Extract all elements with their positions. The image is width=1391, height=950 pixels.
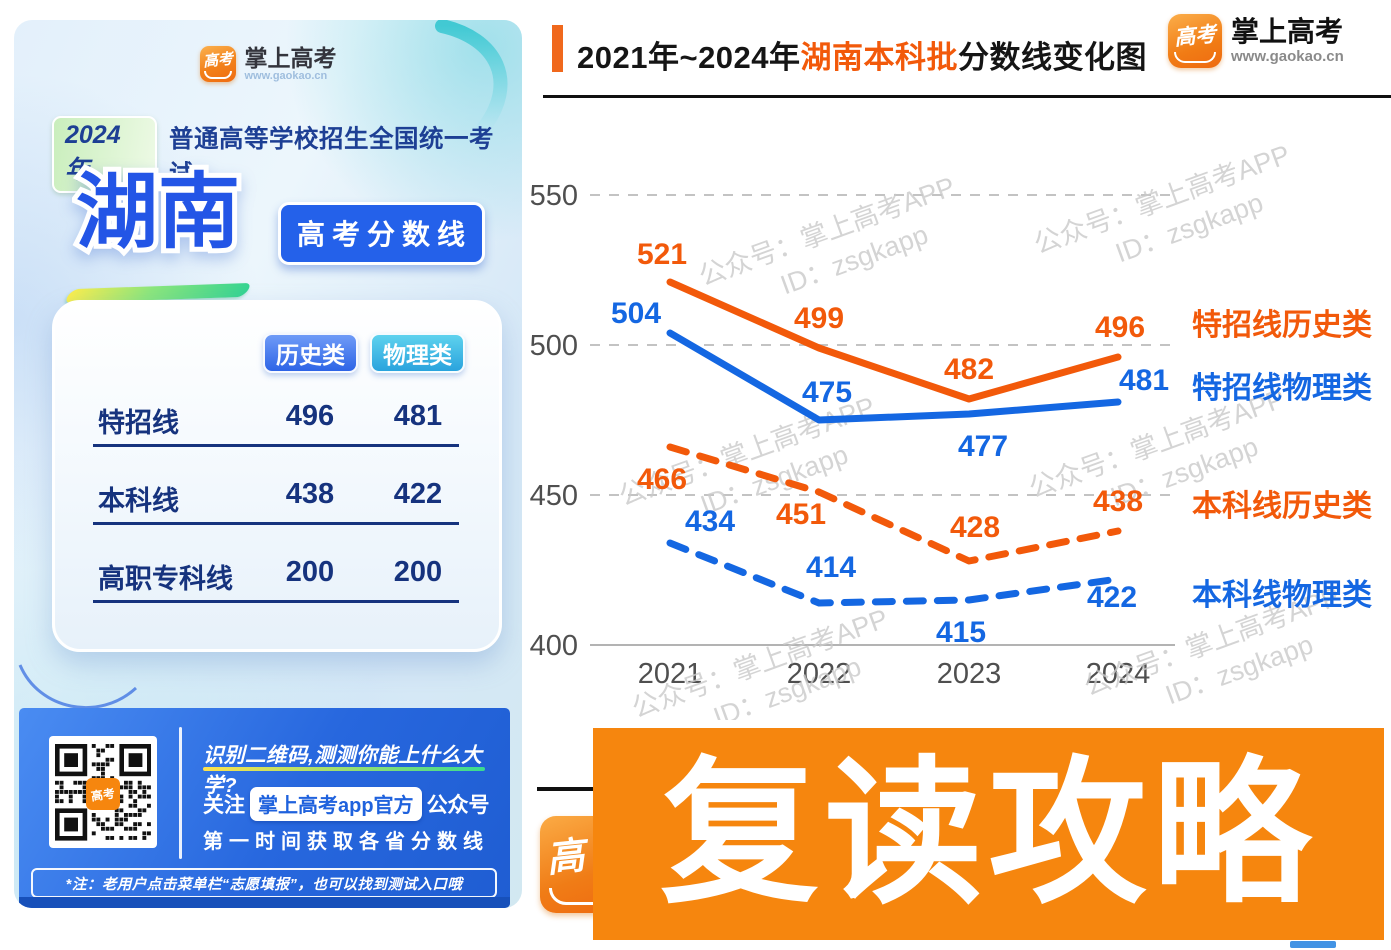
official-account-badge: 掌上高考app官方 xyxy=(250,787,422,821)
svg-text:高考: 高考 xyxy=(90,785,116,803)
score-line-chart: 550 500 450 400 2021 2022 2023 2024 公众号：掌上高考APPI… xyxy=(530,139,1372,720)
gaokao-icon-text: 高考 xyxy=(201,50,234,71)
data-label-本科线物理类-2024: 422 xyxy=(1087,581,1137,614)
cell-vocational-history: 200 xyxy=(285,556,335,588)
data-label-特招线历史类-2022: 499 xyxy=(794,302,844,335)
footer-bottom-strip xyxy=(19,897,510,908)
data-label-特招线物理类-2024: 481 xyxy=(1119,364,1169,397)
gaokao-app-icon: 高考 xyxy=(1168,14,1222,68)
underline-decoration xyxy=(203,767,485,771)
column-header-physics: 物理类 xyxy=(370,333,465,373)
footer-promo-box: 高考 识别二维码,测测你能上什么大学? 关注 掌上高考app官方 公众号 第一时… xyxy=(19,708,510,908)
poster-logo: 高考 掌上高考 www.gaokao.cn xyxy=(14,46,522,82)
data-label-本科线历史类-2022: 451 xyxy=(776,498,826,531)
cell-undergrad-history: 438 xyxy=(285,478,335,510)
province-title: 湖南 湖南 xyxy=(71,162,245,262)
blue-edge-decoration xyxy=(1290,941,1336,948)
row-label-undergrad: 本科线 xyxy=(98,486,179,516)
line-series-本科线历史类 xyxy=(666,443,1122,565)
province-title-text: 湖南 xyxy=(76,167,241,258)
chart-title: 2021年~2024年湖南本科批分数线变化图 xyxy=(577,32,1147,77)
gaokao-icon-text: 高考 xyxy=(1173,22,1218,51)
x-axis-label-2021: 2021 xyxy=(638,658,703,690)
cell-special-physics: 481 xyxy=(393,400,443,432)
exam-title: 普通高等学校招生全国统一考试 xyxy=(169,125,495,188)
qr-code: 高考 xyxy=(49,736,157,848)
scan-call-to-action: 识别二维码,测测你能上什么大学? xyxy=(203,744,483,797)
cell-special-history: 496 xyxy=(285,400,335,432)
data-label-特招线物理类-2023: 477 xyxy=(958,430,1008,463)
y-axis-label-550: 550 xyxy=(530,180,578,212)
follow-line: 关注 掌上高考app官方 公众号 xyxy=(203,787,490,821)
legend-特招线历史类: 特招线历史类 xyxy=(1192,309,1372,342)
cell-undergrad-physics: 422 xyxy=(393,478,443,510)
legend-本科线物理类: 本科线物理类 xyxy=(1192,579,1372,612)
y-axis-label-450: 450 xyxy=(530,480,578,512)
province-title-outline: 湖南 xyxy=(71,162,245,262)
y-axis-label-500: 500 xyxy=(530,330,578,362)
table-row-divider xyxy=(93,600,459,603)
poster-logo-brand: 掌上高考 xyxy=(244,45,337,71)
line-series-本科线物理类 xyxy=(666,539,1122,607)
legend-本科线历史类: 本科线历史类 xyxy=(1192,490,1372,523)
cell-vocational-physics: 200 xyxy=(393,556,443,588)
repeat-study-banner: 复读攻略 xyxy=(593,728,1384,940)
blue-arc-decoration xyxy=(18,664,138,710)
data-label-本科线物理类-2022: 414 xyxy=(806,551,856,584)
row-label-vocational: 高职专科线 xyxy=(98,564,233,594)
footer-note: *注：老用户点击菜单栏“志愿填报”，也可以找到测试入口哦 xyxy=(31,868,497,898)
score-table-card: 历史类 物理类 特招线 496 481 本科线 438 422 高职专科线 20… xyxy=(52,300,502,652)
line-series-特招线物理类 xyxy=(666,329,1122,424)
data-label-本科线物理类-2023: 415 xyxy=(936,616,986,649)
x-axis-label-2023: 2023 xyxy=(937,658,1002,690)
data-label-特招线历史类-2024: 496 xyxy=(1095,311,1145,344)
x-axis-label-2024: 2024 xyxy=(1086,658,1151,690)
bottom-divider xyxy=(537,787,612,791)
row-label-special: 特招线 xyxy=(98,408,179,438)
x-axis-label-2022: 2022 xyxy=(787,658,852,690)
data-label-本科线历史类-2021: 466 xyxy=(637,463,687,496)
poster-card: 高考 掌上高考 www.gaokao.cn 2024年 普通高等学校招生全国统一… xyxy=(14,20,522,908)
title-accent-bar xyxy=(552,25,563,72)
brand-url: www.gaokao.cn xyxy=(1231,47,1344,65)
header-divider xyxy=(543,95,1391,98)
table-row-divider xyxy=(93,444,459,447)
brand-logo: 高考 掌上高考 www.gaokao.cn xyxy=(1168,14,1344,68)
data-label-特招线物理类-2022: 475 xyxy=(802,376,852,409)
y-axis-label-400: 400 xyxy=(530,630,578,662)
vertical-divider xyxy=(179,727,182,859)
table-row-divider xyxy=(93,522,459,525)
follow-benefit-line: 第一时间获取各省分数线 xyxy=(203,831,489,853)
data-label-特招线物理类-2021: 504 xyxy=(611,297,661,330)
line-series-特招线历史类 xyxy=(666,278,1122,403)
data-label-本科线历史类-2024: 438 xyxy=(1093,485,1143,518)
data-label-特招线历史类-2021: 521 xyxy=(637,238,687,271)
follow-suffix: 公众号 xyxy=(426,794,490,817)
column-header-history: 历史类 xyxy=(263,333,358,373)
data-label-本科线物理类-2021: 434 xyxy=(685,505,735,538)
poster-logo-url: www.gaokao.cn xyxy=(244,70,328,83)
data-label-特招线历史类-2023: 482 xyxy=(944,353,994,386)
score-line-badge: 高考分数线 xyxy=(278,202,486,265)
data-label-本科线历史类-2023: 428 xyxy=(950,511,1000,544)
chart-title-highlight: 湖南本科批 xyxy=(800,40,959,75)
follow-prefix: 关注 xyxy=(203,794,245,817)
brand-name: 掌上高考 xyxy=(1231,16,1344,48)
year-badge: 2024年 xyxy=(52,116,158,193)
chart-title-suffix: 分数线变化图 xyxy=(958,40,1148,75)
chart-title-prefix: 2021年~2024年 xyxy=(577,40,801,75)
legend-特招线物理类: 特招线物理类 xyxy=(1192,372,1372,405)
gaokao-app-icon: 高考 xyxy=(199,46,236,83)
